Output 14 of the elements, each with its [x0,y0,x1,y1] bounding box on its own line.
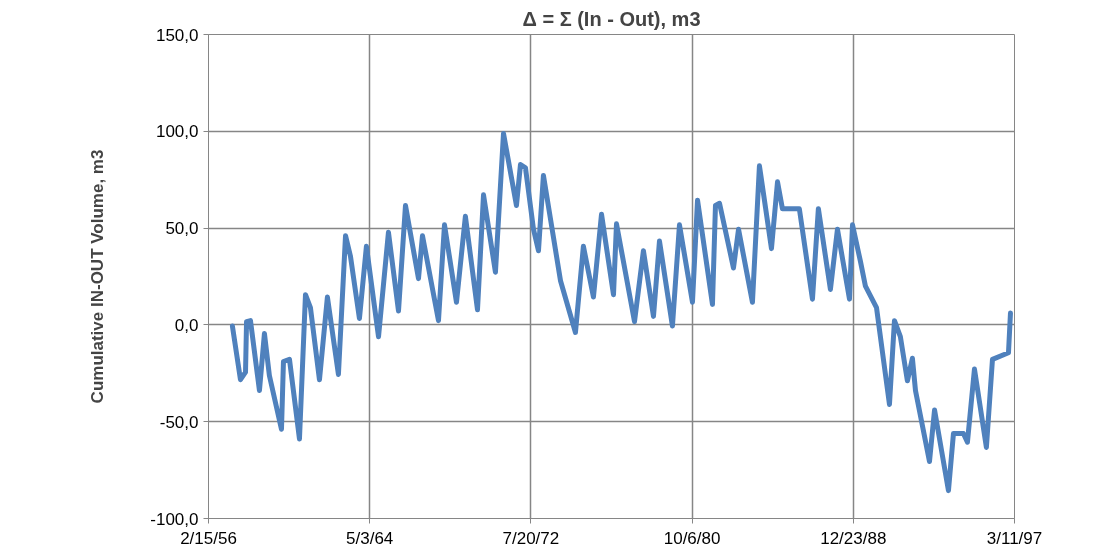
y-tick-label: 50,0 [165,219,199,239]
x-tick-label: 3/11/97 [986,528,1043,548]
y-tick-label: 0,0 [174,315,199,335]
x-tick-label: 5/3/64 [346,528,394,548]
y-axis-title: Cumulative IN-OUT Volume, m3 [88,149,108,404]
y-tick-label: 150,0 [155,25,199,45]
y-tick-label: -50,0 [159,412,199,432]
y-tick-label: -100,0 [150,509,199,529]
x-tick-label: 10/6/80 [663,528,721,548]
x-tick-label: 12/23/88 [820,528,887,548]
x-tick-label: 2/15/56 [180,528,237,548]
chart-title: Δ = Σ (In - Out), m3 [522,7,701,30]
y-tick-label: 100,0 [155,122,199,142]
x-tick-label: 7/20/72 [502,528,560,548]
